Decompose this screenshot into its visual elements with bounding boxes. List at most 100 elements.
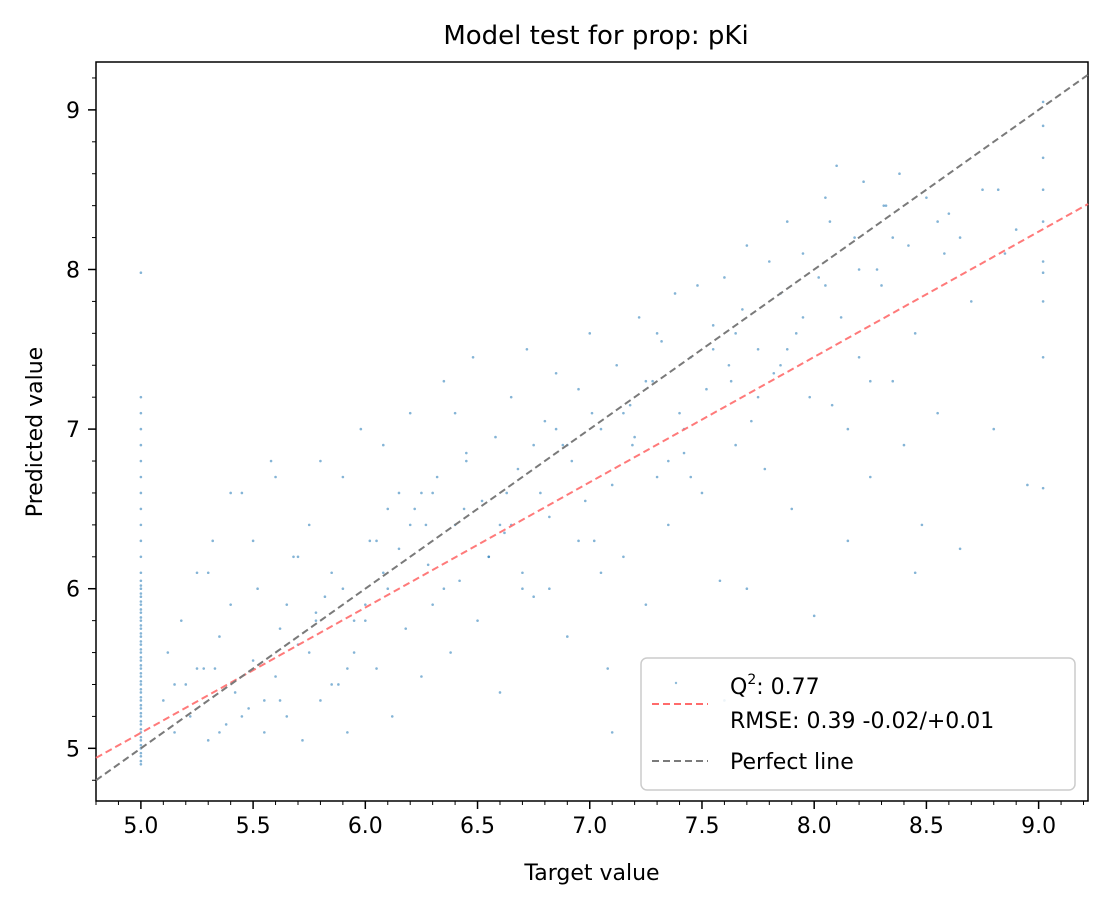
scatter-point (525, 348, 529, 351)
scatter-point (278, 627, 282, 630)
scatter-point (521, 571, 524, 575)
scatter-point (263, 731, 266, 734)
legend-marker-points (674, 681, 678, 685)
x-tick-label: 8.5 (909, 814, 944, 839)
scatter-point (554, 371, 558, 375)
x-axis-ticks: 5.0 5.5 6.0 6.5 7.0 7.5 8.0 8.5 9.0 (95, 801, 1085, 839)
scatter-point (352, 619, 356, 622)
x-tick-label: 5.0 (123, 814, 158, 839)
scatter-point (505, 491, 509, 495)
scatter-point (139, 579, 143, 583)
scatter-point (341, 587, 345, 591)
scatter-point (206, 571, 210, 575)
x-tick-label: 7.5 (684, 814, 719, 839)
scatter-point (364, 603, 367, 606)
scatter-point (139, 695, 143, 699)
scatter-point (857, 268, 861, 271)
scatter-point (139, 271, 143, 274)
scatter-point (835, 164, 838, 168)
scatter-point (548, 587, 551, 591)
scatter-point (631, 443, 634, 447)
scatter-point (330, 571, 333, 575)
scatter-point (745, 587, 749, 591)
scatter-point (898, 172, 901, 176)
scatter-point (768, 260, 771, 263)
scatter-point (139, 555, 143, 559)
scatter-point (891, 236, 895, 239)
scatter-point (808, 395, 811, 399)
scatter-point (981, 188, 984, 191)
fit-line (95, 203, 1089, 759)
scatter-point (139, 523, 143, 527)
scatter-point (139, 683, 143, 686)
scatter-point (188, 715, 192, 718)
scatter-point (319, 459, 322, 463)
scatter-point (673, 292, 677, 295)
y-tick-label: 9 (66, 99, 80, 124)
scatter-point (139, 651, 143, 654)
scatter-point (487, 555, 491, 559)
legend-q2-value: : 0.77 (756, 675, 819, 700)
scatter-point (498, 523, 502, 527)
scatter-point (139, 640, 143, 643)
scatter-point (139, 475, 143, 479)
scatter-point (817, 276, 820, 279)
scatter-point (139, 691, 143, 694)
scatter-point (480, 499, 484, 503)
x-tick-label: 9.0 (1021, 814, 1056, 839)
scatter-point (1014, 228, 1018, 231)
scatter-point (346, 667, 349, 670)
scatter-point (907, 244, 910, 247)
x-tick-label: 6.5 (460, 814, 495, 839)
scatter-point (509, 395, 513, 399)
scatter-point (413, 507, 417, 511)
scatter-point (824, 196, 827, 199)
scatter-point (139, 603, 143, 606)
scatter-point (139, 395, 143, 399)
scatter-point (202, 667, 206, 670)
scatter-point (689, 475, 693, 479)
scatter-point (884, 204, 888, 207)
legend: Q2: 0.77 RMSE: 0.39 -0.02/+0.01 Perfect … (640, 657, 1076, 791)
scatter-point (543, 419, 547, 423)
scatter-point (785, 348, 789, 351)
scatter-point (516, 467, 520, 471)
scatter-point (700, 491, 704, 495)
scatter-point (179, 619, 183, 622)
scatter-point (139, 608, 143, 611)
scatter-point (139, 411, 143, 415)
scatter-point (404, 627, 408, 630)
scatter-point (756, 395, 760, 399)
scatter-point (162, 699, 165, 702)
scatter-point (830, 403, 834, 407)
legend-q2-label: Q2: 0.77 (730, 672, 820, 700)
scatter-point (139, 539, 143, 543)
scatter-point (166, 651, 170, 654)
scatter-point (274, 475, 277, 479)
scatter-point (139, 699, 143, 702)
scatter-point (139, 755, 143, 758)
scatter-point (184, 683, 188, 686)
scatter-point (435, 475, 439, 479)
scatter-point (352, 651, 356, 654)
scatter-point (790, 507, 794, 511)
scatter-point (431, 491, 434, 495)
scatter-point (1041, 220, 1045, 223)
scatter-point (570, 459, 574, 463)
scatter-point (381, 571, 385, 575)
x-axis-title: Target value (523, 861, 659, 886)
scatter-point (925, 196, 928, 199)
scatter-point (943, 252, 946, 255)
y-tick-label: 7 (66, 418, 80, 443)
scatter-point (139, 632, 143, 635)
scatter-point (224, 723, 228, 726)
scatter-point (875, 268, 879, 271)
scatter-point (330, 683, 333, 686)
scatter-point (375, 539, 378, 543)
scatter-point (729, 379, 733, 383)
scatter-point (139, 715, 143, 718)
scatter-point (862, 180, 865, 184)
scatter-point (173, 683, 176, 686)
scatter-point (397, 491, 401, 495)
